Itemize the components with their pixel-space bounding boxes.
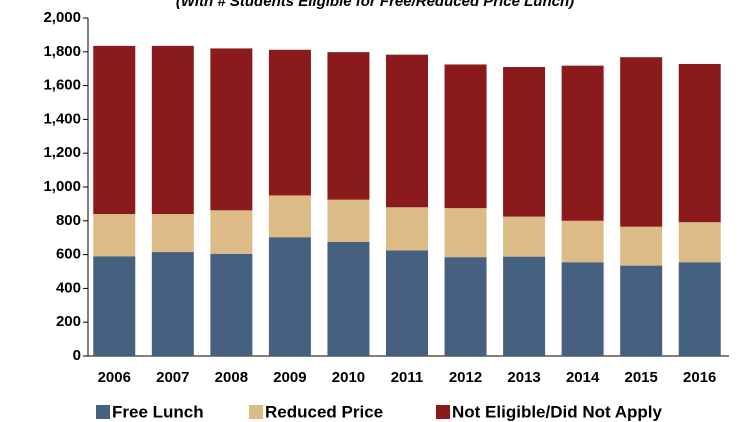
bar-segment bbox=[210, 210, 253, 254]
bar-segment bbox=[444, 257, 487, 356]
legend-swatch bbox=[436, 405, 450, 419]
bar-segment bbox=[151, 45, 194, 215]
bar-segment bbox=[561, 262, 604, 356]
bar-segment bbox=[444, 208, 487, 258]
x-tick-label: 2009 bbox=[273, 369, 306, 386]
bar-segment bbox=[503, 67, 546, 217]
x-tick-label: 2011 bbox=[391, 369, 424, 386]
chart-subtitle: (With # Students Eligible for Free/Reduc… bbox=[176, 0, 574, 10]
bar-segment bbox=[386, 207, 428, 251]
bar-segment bbox=[93, 45, 136, 215]
bar-segment bbox=[561, 65, 604, 221]
legend-swatch bbox=[249, 405, 263, 419]
bar-segment bbox=[210, 48, 253, 211]
x-tick-label: 2016 bbox=[683, 369, 716, 386]
bar-segment bbox=[620, 57, 663, 227]
bar-segment bbox=[268, 237, 311, 356]
bar-segment bbox=[327, 241, 370, 356]
x-tick-label: 2007 bbox=[156, 369, 189, 386]
bar-segment bbox=[620, 226, 663, 266]
bar-segment bbox=[678, 63, 721, 223]
x-tick-label: 2010 bbox=[332, 369, 365, 386]
x-tick-label: 2014 bbox=[566, 369, 600, 386]
bar-segment bbox=[386, 250, 428, 356]
bar-segment bbox=[93, 256, 136, 356]
y-tick-label: 600 bbox=[56, 246, 81, 263]
bar-segment bbox=[444, 64, 487, 209]
x-tick-label: 2012 bbox=[449, 369, 482, 386]
bar-segment bbox=[561, 220, 604, 263]
x-tick-label: 2006 bbox=[98, 369, 131, 386]
x-tick-label: 2013 bbox=[507, 369, 540, 386]
bar-segment bbox=[268, 49, 311, 196]
y-tick-label: 1,200 bbox=[43, 144, 81, 161]
legend-label: Free Lunch bbox=[112, 402, 204, 421]
legend-swatch bbox=[96, 405, 110, 419]
y-tick-label: 1,800 bbox=[43, 43, 81, 60]
bar-segment bbox=[503, 256, 546, 356]
y-tick-label: 800 bbox=[56, 212, 81, 229]
bar-segment bbox=[678, 222, 721, 263]
bar-segment bbox=[327, 52, 370, 200]
y-tick-label: 400 bbox=[56, 279, 81, 296]
x-tick-label: 2008 bbox=[215, 369, 248, 386]
bar-segment bbox=[93, 214, 136, 257]
y-tick-label: 1,000 bbox=[43, 178, 81, 195]
bar-segment bbox=[327, 199, 370, 242]
bar-segment bbox=[268, 195, 311, 238]
legend-label: Not Eligible/Did Not Apply bbox=[452, 402, 663, 421]
legend-label: Reduced Price bbox=[265, 402, 383, 421]
x-tick-label: 2015 bbox=[624, 369, 657, 386]
bar-segment bbox=[503, 216, 546, 257]
bar-segment bbox=[678, 262, 721, 356]
y-tick-label: 1,400 bbox=[43, 110, 81, 127]
bar-segment bbox=[151, 214, 194, 253]
y-tick-label: 0 bbox=[73, 347, 81, 364]
y-tick-label: 200 bbox=[56, 313, 81, 330]
bar-segment bbox=[151, 252, 194, 356]
bar-segment bbox=[210, 253, 253, 356]
bar-segment bbox=[620, 265, 663, 356]
bar-segment bbox=[386, 54, 428, 208]
y-tick-label: 2,000 bbox=[43, 9, 81, 26]
y-tick-label: 1,600 bbox=[43, 77, 81, 94]
